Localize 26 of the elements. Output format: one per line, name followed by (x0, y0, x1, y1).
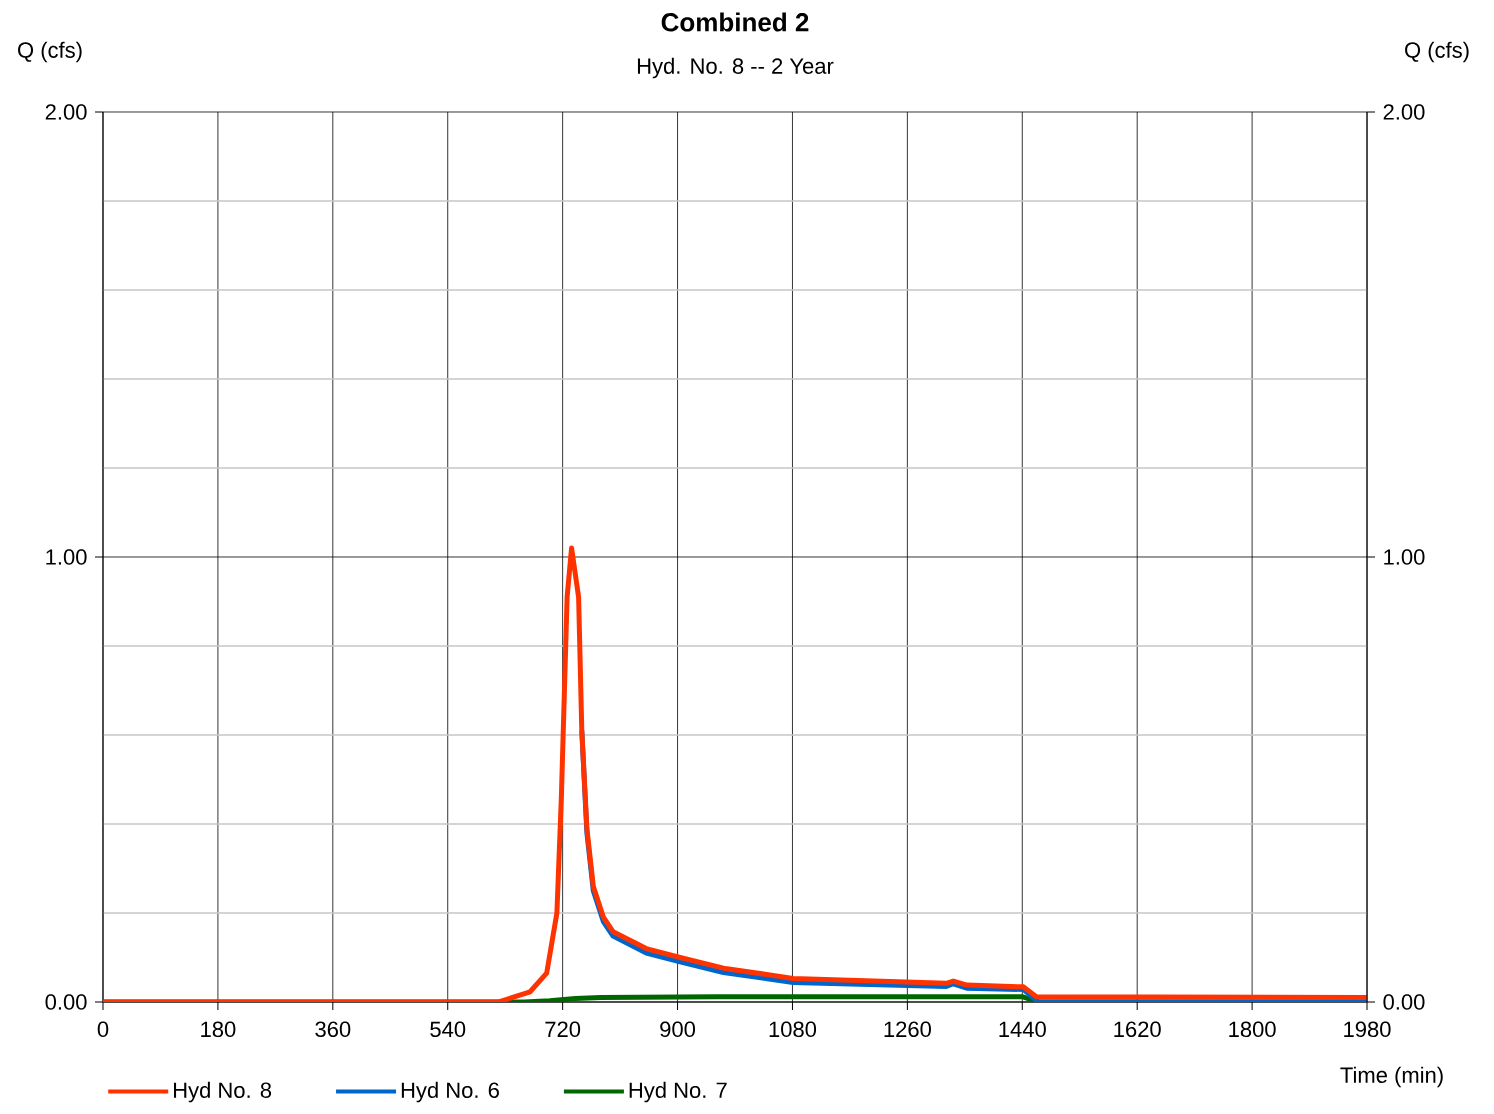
x-tick-label: 1980 (1344, 1021, 1391, 1038)
legend-label: Hyd No. 6 (401, 1081, 499, 1103)
x-tick-label: 180 (201, 1021, 236, 1038)
y-tick-label: 0.00 (45, 994, 87, 1010)
x-tick-label: 900 (660, 1021, 696, 1038)
x-tick-label: 1440 (999, 1021, 1046, 1038)
x-tick-label: 1080 (769, 1021, 817, 1038)
x-tick-label: 1620 (1114, 1021, 1161, 1038)
chart-subtitle: Hyd. No. 8 -- 2 Year (637, 57, 834, 79)
y-tick-label: 2.00 (45, 104, 87, 120)
y2-axis-title: Q (cfs) (1405, 41, 1469, 63)
y-axis-title: Q (cfs) (18, 41, 82, 63)
x-tick-label: 720 (545, 1021, 581, 1038)
y2-tick-label: 2.00 (1383, 104, 1425, 120)
x-tick-label: 360 (315, 1021, 351, 1038)
x-tick-label: 540 (430, 1021, 466, 1038)
y-tick-label: 1.00 (46, 549, 87, 565)
x-tick-label: 1260 (884, 1021, 931, 1038)
x-axis-title: Time (min) (1340, 1066, 1443, 1088)
x-tick-label: 1800 (1229, 1021, 1276, 1038)
chart-title: Combined 2 (661, 12, 809, 32)
legend-label: Hyd No. 7 (629, 1081, 727, 1103)
legend-label: Hyd No. 8 (174, 1081, 272, 1103)
y2-tick-label: 1.00 (1384, 549, 1425, 565)
x-tick-label: 0 (97, 1021, 109, 1038)
y2-tick-label: 0.00 (1383, 994, 1425, 1010)
